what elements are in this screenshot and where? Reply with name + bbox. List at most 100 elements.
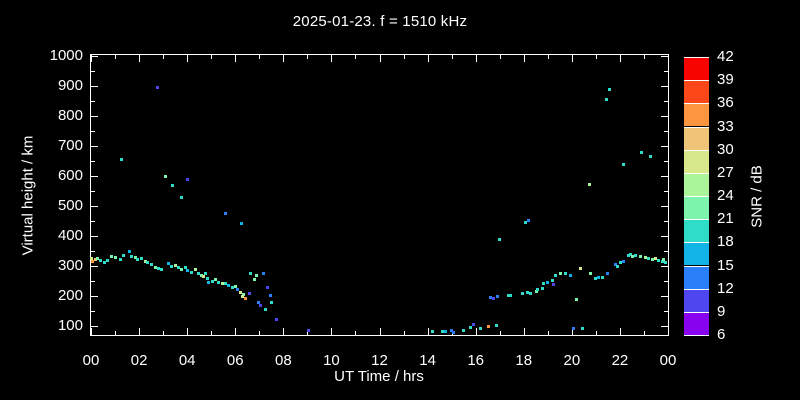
data-point — [217, 281, 220, 284]
data-point — [214, 278, 217, 281]
y-tick-right — [661, 295, 668, 297]
x-tick-top — [595, 55, 597, 59]
x-tick-top — [547, 55, 549, 59]
data-point — [221, 282, 224, 285]
data-point — [224, 282, 227, 285]
data-point — [190, 271, 193, 274]
x-tick — [235, 328, 237, 335]
data-point — [202, 275, 205, 278]
data-point — [647, 257, 650, 260]
data-point — [114, 256, 117, 259]
colorbar-tick-label: 42 — [717, 48, 734, 65]
y-tick-right — [661, 55, 668, 57]
data-point — [150, 263, 153, 266]
x-tick-top — [643, 55, 645, 59]
y-tick — [91, 160, 95, 162]
data-point — [639, 255, 642, 258]
colorbar-segment — [684, 57, 709, 81]
y-tick-label: 200 — [57, 286, 83, 304]
data-point — [554, 274, 557, 277]
data-point — [244, 297, 247, 300]
y-tick-right — [664, 130, 668, 132]
data-point — [99, 259, 102, 262]
x-tick — [475, 328, 477, 335]
y-tick — [91, 70, 95, 72]
data-point — [629, 253, 632, 256]
data-point — [253, 278, 256, 281]
x-tick-top — [499, 55, 501, 59]
x-tick — [595, 331, 597, 335]
colorbar-segment — [684, 219, 709, 243]
x-tick-top — [403, 55, 405, 59]
colorbar-tick — [684, 266, 709, 267]
x-tick-label: 22 — [611, 352, 629, 369]
x-tick-label: 16 — [467, 352, 484, 369]
x-tick-label: 02 — [130, 352, 148, 369]
x-tick-top — [331, 55, 333, 62]
data-point — [535, 290, 538, 293]
y-tick-right — [661, 175, 668, 177]
y-tick — [91, 100, 95, 102]
data-point — [541, 287, 544, 290]
data-point — [472, 323, 475, 326]
data-point — [259, 304, 262, 307]
y-tick — [91, 280, 95, 282]
x-tick-label: 00 — [659, 352, 677, 369]
colorbar-tick-label: 39 — [717, 71, 734, 89]
y-tick — [91, 265, 98, 267]
x-tick — [403, 331, 405, 335]
x-tick-top — [283, 55, 285, 62]
colorbar-tick — [684, 103, 709, 104]
y-tick — [91, 295, 98, 297]
x-tick — [571, 328, 573, 335]
data-point — [194, 268, 197, 271]
colorbar-tick — [684, 219, 709, 220]
x-tick-label: 14 — [419, 352, 436, 369]
x-tick — [283, 328, 285, 335]
data-point — [495, 324, 498, 327]
x-tick-label: 06 — [226, 352, 244, 369]
data-point — [262, 272, 265, 275]
x-tick — [355, 331, 357, 335]
data-point — [489, 296, 492, 299]
y-tick — [91, 115, 98, 117]
y-tick-label: 1000 — [49, 46, 83, 64]
x-tick — [115, 331, 117, 335]
colorbar-tick — [684, 80, 709, 81]
data-point — [529, 292, 532, 295]
data-point — [177, 266, 180, 269]
data-point — [106, 259, 109, 262]
y-tick-label: 300 — [57, 256, 83, 274]
x-tick — [427, 328, 429, 335]
data-point — [171, 184, 174, 187]
y-tick-right — [661, 325, 668, 327]
y-tick-label: 700 — [57, 136, 83, 154]
colorbar — [684, 57, 709, 336]
data-point — [241, 295, 244, 298]
y-tick-label: 800 — [57, 106, 83, 124]
colorbar-tick-label: 36 — [717, 94, 734, 112]
x-tick-top — [475, 55, 477, 62]
data-point — [180, 268, 183, 271]
x-tick — [259, 331, 261, 335]
y-tick-right — [661, 265, 668, 267]
colorbar-tick-label: 33 — [717, 117, 734, 135]
y-tick-right — [661, 235, 668, 237]
colorbar-title: SNR / dB — [748, 165, 766, 228]
data-point — [242, 293, 245, 296]
data-point — [649, 155, 652, 158]
x-tick-label: 12 — [371, 352, 388, 369]
y-tick-right — [661, 115, 668, 117]
data-point — [597, 276, 600, 279]
colorbar-segment — [684, 126, 709, 150]
data-point — [91, 260, 94, 263]
data-point — [257, 301, 260, 304]
data-point — [110, 255, 113, 258]
y-tick — [91, 175, 98, 177]
data-point — [134, 256, 137, 259]
data-point — [616, 265, 619, 268]
data-point — [551, 279, 554, 282]
data-point — [128, 250, 131, 253]
data-point — [207, 281, 210, 284]
data-point — [662, 258, 665, 261]
